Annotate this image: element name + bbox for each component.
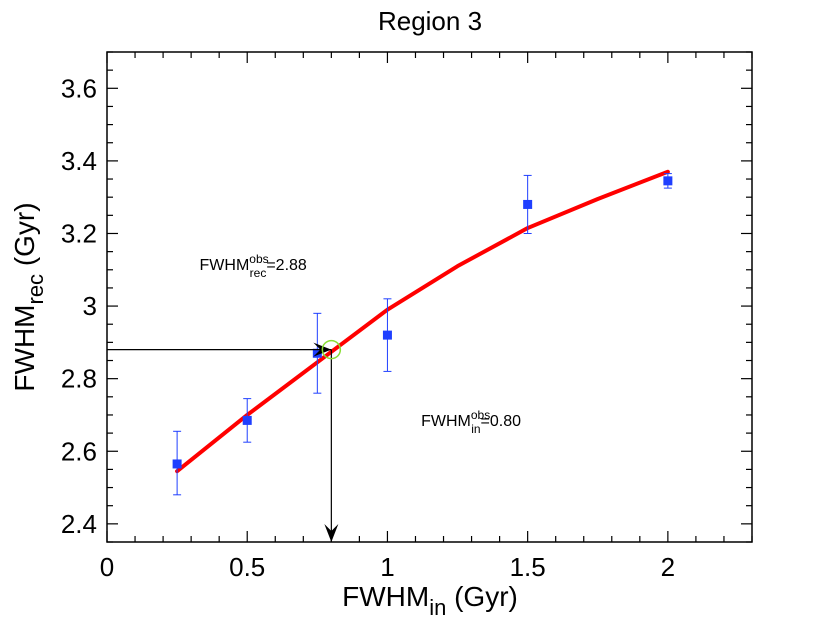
annotation: FWHMobs rec=2.88 xyxy=(200,252,307,280)
annotation-sub: in xyxy=(471,422,480,436)
y-tick-label: 2.4 xyxy=(61,509,97,539)
x-tick-label: 0 xyxy=(100,552,114,582)
highlight-marker xyxy=(321,339,342,360)
data-point xyxy=(382,330,392,340)
points-layer xyxy=(172,173,673,496)
marker-layer xyxy=(321,339,342,360)
annotation-main: FWHM xyxy=(421,413,471,430)
data-point xyxy=(242,415,252,425)
x-tick-labels: 0 0.5 1 1.5 2 xyxy=(100,552,675,582)
x-axis-label-sub: in xyxy=(429,595,446,620)
y-axis-label-main: FWHM xyxy=(9,305,40,392)
y-axis-label: FWHMrec (Gyr) xyxy=(9,202,48,391)
fit-layer xyxy=(175,169,670,474)
annotation-sup: obs xyxy=(249,252,268,266)
y-tick-label: 3.4 xyxy=(61,146,97,176)
x-axis-label-unit: (Gyr) xyxy=(446,581,518,612)
x-axis-label: FWHMin (Gyr) xyxy=(342,581,518,620)
x-tick-label: 0.5 xyxy=(229,552,265,582)
chart-title: Region 3 xyxy=(378,6,482,36)
data-point xyxy=(523,199,533,209)
annotation-value: =2.88 xyxy=(266,257,307,274)
y-tick-label: 3 xyxy=(83,291,97,321)
y-tick-label: 2.8 xyxy=(61,364,97,394)
data-point xyxy=(663,176,673,186)
annotation-value: =0.80 xyxy=(481,413,522,430)
y-tick-label: 2.6 xyxy=(61,436,97,466)
y-axis-label-sub: rec xyxy=(23,274,48,305)
fit-line xyxy=(175,169,670,474)
annotation-sup: obs xyxy=(471,408,490,422)
x-tick-label: 1 xyxy=(380,552,394,582)
arrow-head xyxy=(324,524,339,542)
ticks-layer xyxy=(106,51,753,543)
x-tick-label: 2 xyxy=(661,552,675,582)
y-tick-label: 3.6 xyxy=(61,73,97,103)
y-axis-label-unit: (Gyr) xyxy=(9,202,40,274)
x-tick-label: 1.5 xyxy=(510,552,546,582)
annotation: FWHMobs in=0.80 xyxy=(421,408,521,436)
annotation-sub: rec xyxy=(250,266,267,280)
plot-frame xyxy=(106,51,753,543)
data-point xyxy=(172,459,182,469)
y-tick-labels: 2.4 2.6 2.8 3 3.2 3.4 3.6 xyxy=(61,73,97,539)
annotation-main: FWHM xyxy=(200,257,250,274)
x-axis-label-main: FWHM xyxy=(342,581,429,612)
y-tick-label: 3.2 xyxy=(61,218,97,248)
